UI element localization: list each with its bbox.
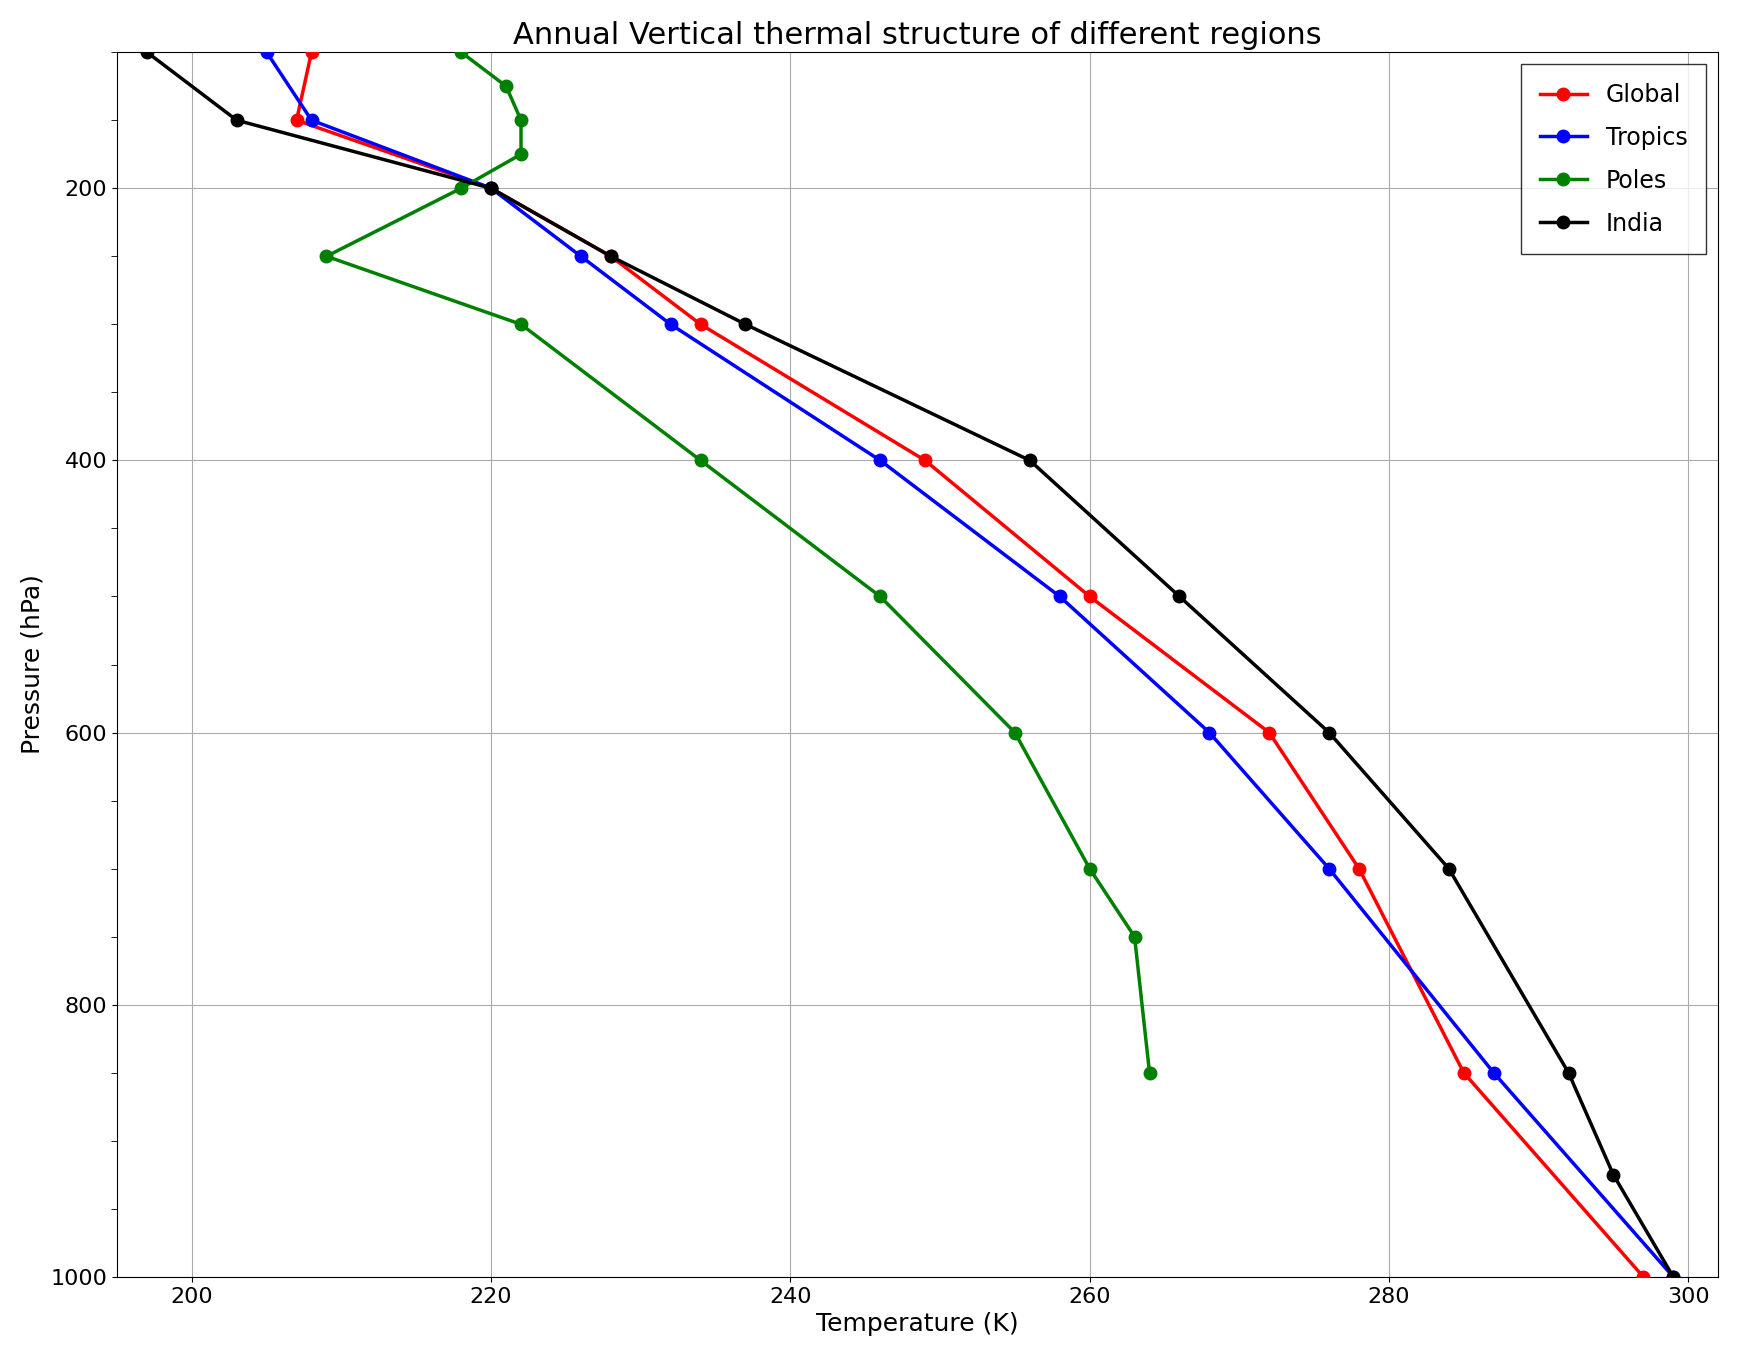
Global (915, 452, 936, 468)
India (1662, 1269, 1683, 1285)
Poles (450, 43, 471, 60)
Poles (496, 79, 516, 95)
Global (287, 113, 308, 129)
Y-axis label: Pressure (hPa): Pressure (hPa) (21, 574, 45, 754)
Global (1259, 725, 1280, 741)
India (1558, 1065, 1579, 1082)
Line: Global: Global (290, 46, 1650, 1284)
Poles (511, 147, 532, 163)
Tropics (1049, 589, 1069, 605)
Tropics (661, 316, 682, 332)
India (600, 248, 621, 265)
Line: Tropics: Tropics (261, 46, 1680, 1284)
Tropics (256, 43, 277, 60)
Tropics (1483, 1065, 1504, 1082)
Tropics (480, 180, 501, 197)
Global (480, 180, 501, 197)
Line: India: India (141, 46, 1680, 1284)
Tropics (570, 248, 591, 265)
Poles (511, 113, 532, 129)
Tropics (301, 113, 322, 129)
India (1019, 452, 1040, 468)
Poles (1005, 725, 1026, 741)
Title: Annual Vertical thermal structure of different regions: Annual Vertical thermal structure of dif… (513, 20, 1322, 50)
Global (1633, 1269, 1654, 1285)
Tropics (870, 452, 890, 468)
Global (1348, 860, 1369, 877)
Tropics (1318, 860, 1339, 877)
Poles (870, 589, 890, 605)
India (1603, 1167, 1624, 1183)
India (136, 43, 157, 60)
Legend: Global, Tropics, Poles, India: Global, Tropics, Poles, India (1520, 64, 1706, 254)
India (1438, 860, 1459, 877)
X-axis label: Temperature (K): Temperature (K) (816, 1312, 1019, 1337)
India (226, 113, 247, 129)
Global (690, 316, 711, 332)
Poles (511, 316, 532, 332)
Global (600, 248, 621, 265)
Global (1080, 589, 1101, 605)
India (1169, 589, 1189, 605)
Line: Poles: Poles (320, 46, 1156, 1079)
Poles (450, 180, 471, 197)
Tropics (1198, 725, 1219, 741)
Tropics (1662, 1269, 1683, 1285)
Global (1454, 1065, 1475, 1082)
India (1318, 725, 1339, 741)
India (480, 180, 501, 197)
Poles (1123, 928, 1144, 944)
Poles (690, 452, 711, 468)
Poles (316, 248, 337, 265)
India (736, 316, 756, 332)
Poles (1080, 860, 1101, 877)
Global (301, 43, 322, 60)
Poles (1139, 1065, 1160, 1082)
